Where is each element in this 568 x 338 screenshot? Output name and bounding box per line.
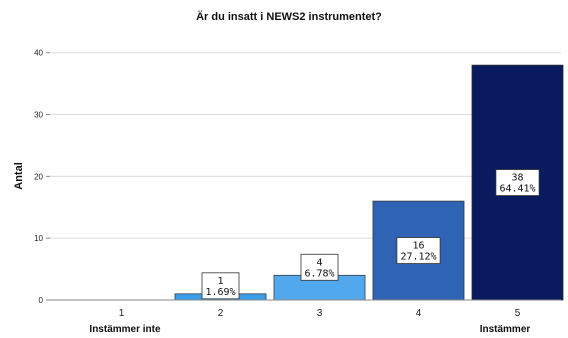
x-tick-label: 5 [515,308,521,319]
y-tick-label: 10 [34,234,43,243]
data-label-box [495,169,540,196]
y-tick-label: 30 [34,111,43,120]
x-anchor-label-right: Instämmer [480,324,531,335]
y-tick-label: 0 [39,296,44,305]
chart-title: Är du insatt i NEWS2 instrumentet? [196,10,382,23]
data-label-3: 46.78% [300,253,339,281]
data-label-percent: 1.69% [205,287,235,298]
y-tick-label: 40 [34,49,43,58]
data-label-percent: 6.78% [304,268,334,279]
x-tick-label: 1 [119,308,125,319]
y-tick-label: 20 [34,172,43,181]
y-axis-ticks: 0 10 20 30 40 [34,49,50,305]
data-label-box [396,237,441,264]
data-label-count: 1 [217,276,223,287]
data-label-box [201,272,240,300]
data-label-box [300,253,339,281]
x-anchor-label-left: Instämmer inte [89,324,161,335]
data-label-percent: 64.41% [499,184,535,195]
x-axis-ticks: 1 2 3 4 5 [119,308,521,319]
data-label-count: 38 [511,173,523,184]
data-label-count: 16 [412,241,424,252]
y-axis-label: Antal [13,162,25,190]
x-tick-label: 3 [317,308,323,319]
data-label-count: 4 [316,257,322,268]
x-tick-label: 2 [218,308,224,319]
data-label-percent: 27.12% [400,252,436,263]
x-tick-label: 4 [416,308,422,319]
data-label-2: 11.69% [201,272,240,300]
